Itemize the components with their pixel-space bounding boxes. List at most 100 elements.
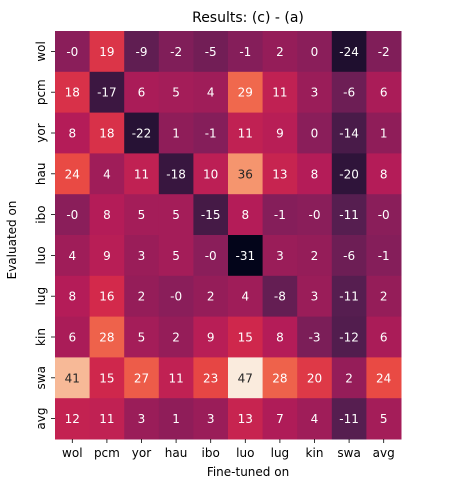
heatmap-cell-pcm-lug: [262, 71, 298, 114]
chart-title: Results: (c) - (a): [192, 10, 304, 26]
heatmap-cell-yor-yor: [124, 112, 160, 154]
cell-value-label: 2: [172, 331, 180, 345]
cell-value-label: -11: [339, 290, 359, 304]
cell-value-label: 12: [65, 412, 80, 426]
heatmap-cell-luo-pcm: [89, 235, 125, 277]
heatmap-cell-luo-hau: [158, 235, 194, 277]
cell-value-label: 1: [380, 127, 388, 141]
heatmap-cells: [55, 31, 402, 440]
cell-value-label: 5: [138, 331, 146, 345]
heatmap-cell-yor-pcm: [89, 112, 125, 154]
cell-value-label: 47: [238, 371, 253, 385]
heatmap-cell-yor-swa: [331, 112, 367, 154]
y-tick-label-yor: yor: [34, 123, 48, 142]
cell-value-label: 3: [207, 412, 215, 426]
cell-value-label: -31: [235, 249, 255, 263]
heatmap-cell-kin-yor: [124, 316, 160, 358]
cell-value-label: 5: [138, 208, 146, 222]
cell-value-label: -6: [343, 86, 355, 100]
cell-value-label: 8: [241, 208, 249, 222]
cell-value-label: -1: [274, 208, 286, 222]
heatmap-cell-luo-kin: [297, 235, 333, 277]
y-tick-label-wol: wol: [34, 41, 48, 62]
cell-value-label: 0: [311, 45, 319, 59]
heatmap-cell-kin-avg: [366, 316, 402, 358]
heatmap-cell-hau-yor: [124, 153, 160, 195]
heatmap-cell-kin-kin: [297, 316, 333, 358]
cell-value-label: 28: [99, 331, 114, 345]
cell-value-label: 5: [380, 412, 388, 426]
y-tick-label-ibo: ibo: [34, 205, 48, 223]
heatmap-cell-ibo-swa: [331, 194, 367, 236]
heatmap-cell-yor-wol: [55, 112, 91, 154]
cell-value-label: 23: [203, 371, 218, 385]
cell-value-label: 3: [138, 412, 146, 426]
heatmap-cell-hau-lug: [262, 153, 298, 195]
y-tick-label-hau: hau: [34, 163, 48, 186]
cell-value-label: 8: [311, 167, 319, 181]
y-tick-label-luo: luo: [34, 246, 48, 264]
heatmap-cell-swa-wol: [55, 357, 91, 399]
heatmap-cell-wol-yor: [124, 31, 160, 73]
cell-value-label: -0: [205, 249, 217, 263]
cell-value-label: 28: [272, 371, 287, 385]
cell-value-label: -18: [166, 167, 186, 181]
heatmap-cell-wol-pcm: [89, 31, 125, 73]
cell-value-label: 19: [99, 45, 114, 59]
heatmap-cell-ibo-lug: [262, 194, 298, 236]
cell-value-label: 4: [241, 290, 249, 304]
x-tick-label-ibo: ibo: [202, 446, 220, 460]
cell-value-label: 18: [99, 127, 114, 141]
heatmap-cell-wol-wol: [55, 31, 91, 73]
heatmap-cell-lug-hau: [158, 275, 194, 318]
heatmap-cell-luo-avg: [366, 235, 402, 277]
cell-value-label: 16: [99, 290, 114, 304]
x-tick-label-wol: wol: [62, 446, 83, 460]
heatmap-cell-lug-lug: [262, 275, 298, 318]
heatmap-cell-yor-avg: [366, 112, 402, 154]
heatmap-cell-ibo-yor: [124, 194, 160, 236]
y-tick-label-kin: kin: [34, 328, 48, 346]
heatmap-cell-kin-luo: [228, 316, 264, 358]
cell-value-label: 8: [380, 167, 388, 181]
cell-value-label: 6: [380, 331, 388, 345]
heatmap-cell-kin-lug: [262, 316, 298, 358]
heatmap-cell-yor-hau: [158, 112, 194, 154]
heatmap-cell-swa-yor: [124, 357, 160, 399]
cell-value-label: 11: [99, 412, 114, 426]
y-tick-label-pcm: pcm: [34, 79, 48, 105]
heatmap-cell-hau-pcm: [89, 153, 125, 195]
heatmap-cell-luo-luo: [228, 235, 264, 277]
cell-value-label: -8: [274, 290, 286, 304]
heatmap-cell-hau-ibo: [193, 153, 229, 195]
heatmap-cell-lug-luo: [228, 275, 264, 318]
heatmap-cell-avg-hau: [158, 398, 194, 440]
y-axis-ticks: wol pcm yor hau ibo luo lug kin swa avg: [34, 41, 55, 430]
cell-value-label: 0: [311, 127, 319, 141]
cell-value-label: -0: [66, 208, 78, 222]
heatmap-cell-hau-kin: [297, 153, 333, 195]
cell-value-label: 3: [138, 249, 146, 263]
heatmap-cell-avg-swa: [331, 398, 367, 440]
cell-value-label: 8: [68, 127, 76, 141]
heatmap-cell-pcm-ibo: [193, 71, 229, 114]
cell-value-label: 11: [168, 371, 183, 385]
heatmap-cell-wol-ibo: [193, 31, 229, 73]
cell-value-label: -20: [339, 167, 359, 181]
x-tick-label-lug: lug: [271, 446, 290, 460]
cell-value-label: 6: [68, 331, 76, 345]
y-axis-label: Evaluated on: [5, 201, 19, 280]
heatmap-cell-lug-avg: [366, 275, 402, 318]
cell-value-label: 36: [238, 167, 253, 181]
x-tick-label-luo: luo: [236, 446, 254, 460]
heatmap-cell-avg-yor: [124, 398, 160, 440]
cell-value-label: 3: [311, 290, 319, 304]
heatmap-cell-lug-ibo: [193, 275, 229, 318]
cell-value-label: -1: [205, 127, 217, 141]
cell-value-label: 2: [311, 249, 319, 263]
heatmap-cell-avg-wol: [55, 398, 91, 440]
heatmap-cell-swa-hau: [158, 357, 194, 399]
cell-value-label: 7: [276, 412, 284, 426]
cell-value-label: 11: [272, 86, 287, 100]
heatmap-cell-yor-luo: [228, 112, 264, 154]
